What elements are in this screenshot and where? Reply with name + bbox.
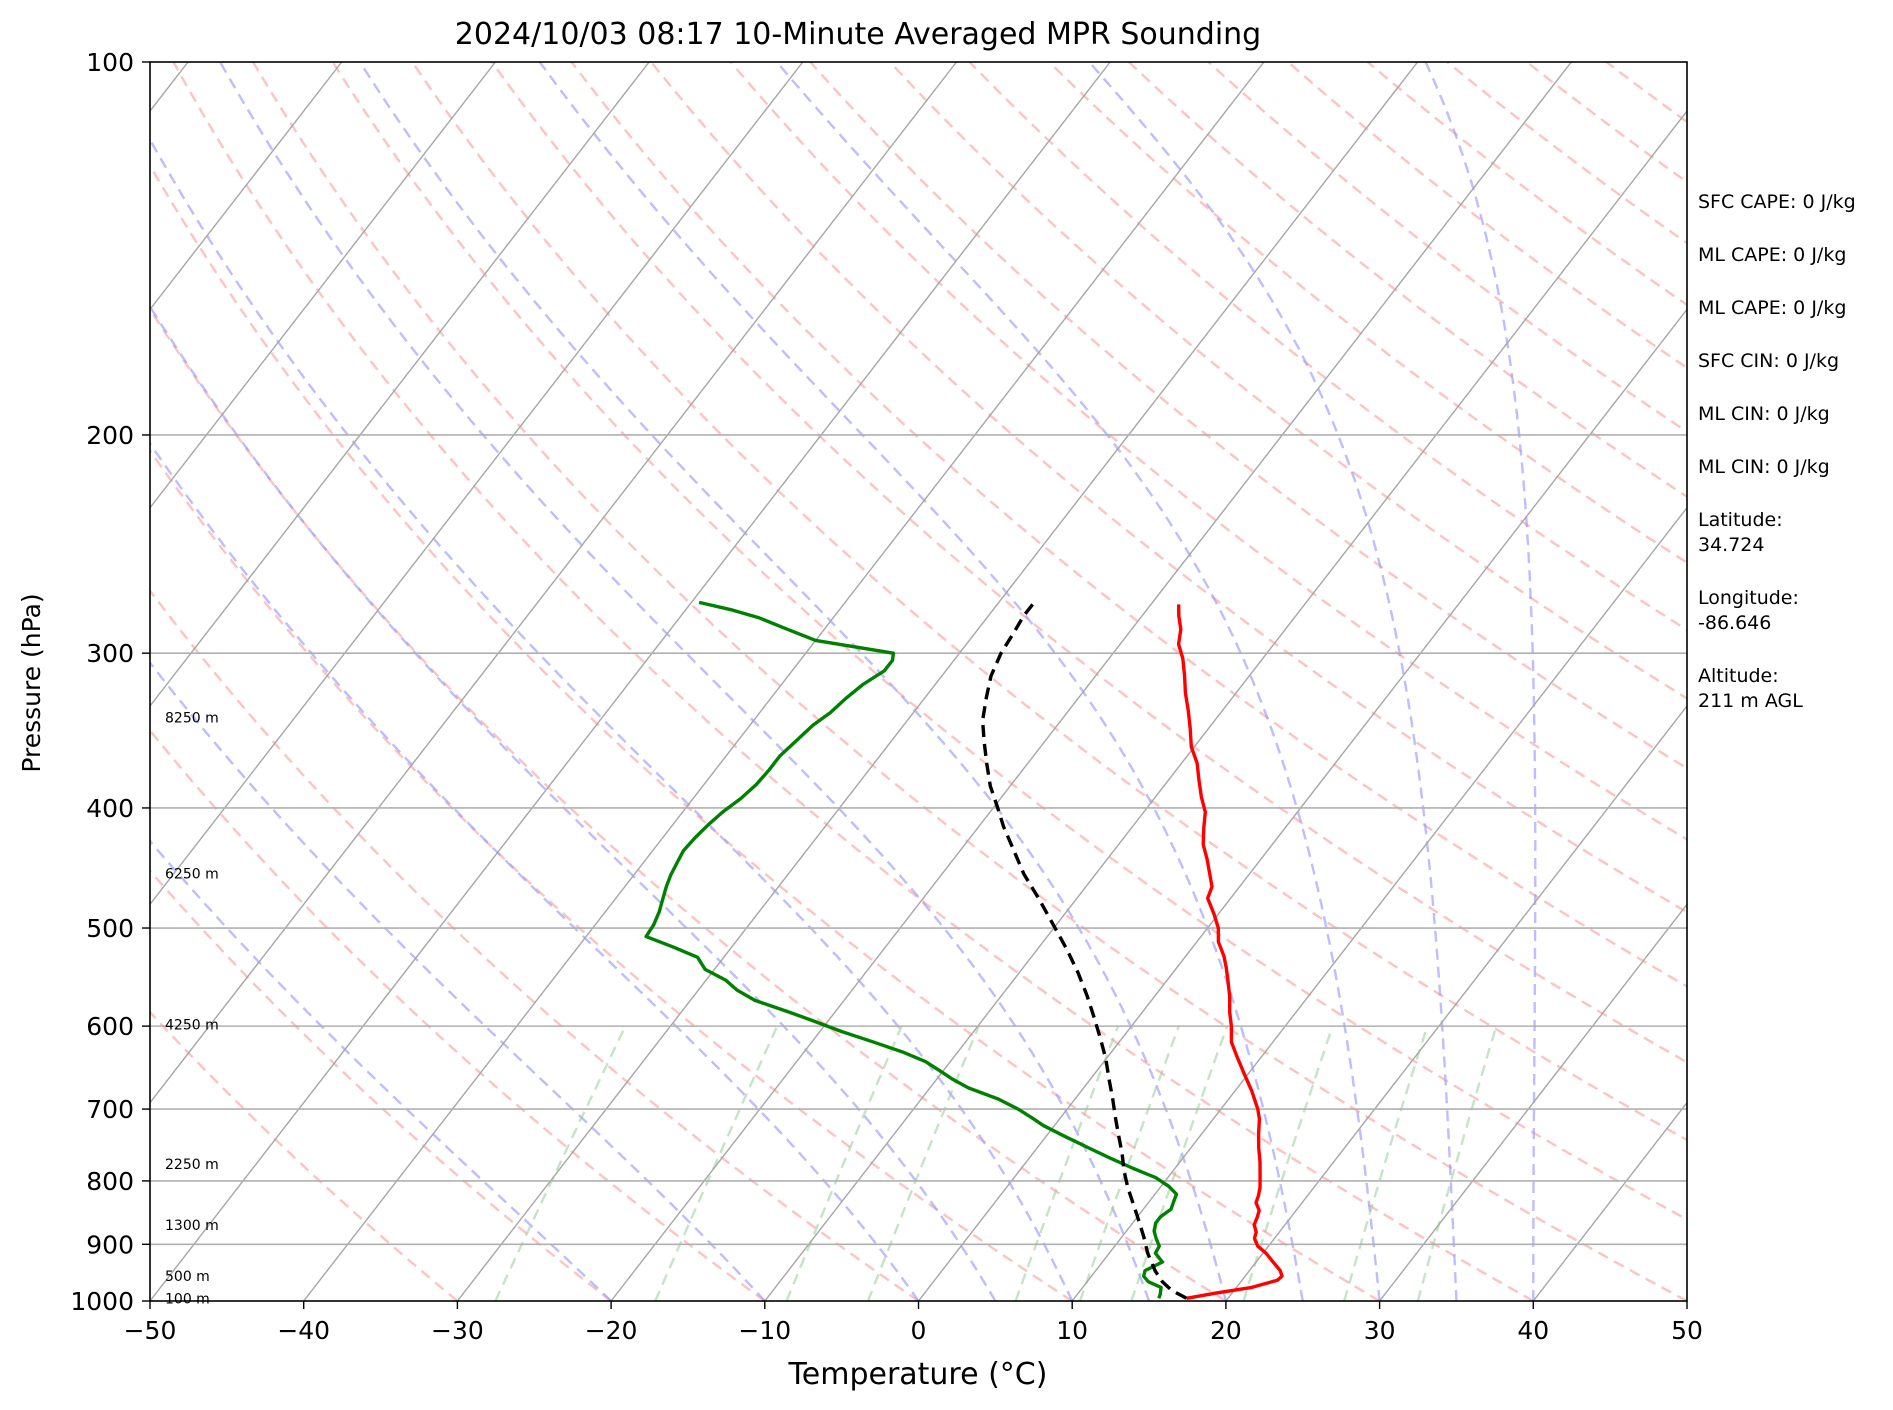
info-label: ML CIN: 0 J/kg (1698, 402, 1888, 427)
height-label: 8250 m (165, 710, 219, 726)
height-label: 2250 m (165, 1157, 219, 1173)
info-value: 34.724 (1698, 533, 1888, 558)
info-item: ML CIN: 0 J/kg (1698, 402, 1888, 427)
y-tick-label: 900 (86, 1230, 134, 1259)
y-tick-label: 1000 (70, 1287, 134, 1316)
info-label: SFC CAPE: 0 J/kg (1698, 190, 1888, 215)
chart-title: 2024/10/03 08:17 10-Minute Averaged MPR … (455, 17, 1261, 52)
info-label: ML CAPE: 0 J/kg (1698, 296, 1888, 321)
info-label: SFC CIN: 0 J/kg (1698, 349, 1888, 374)
info-label: Latitude: (1698, 508, 1888, 533)
info-label: ML CAPE: 0 J/kg (1698, 243, 1888, 268)
info-value: 211 m AGL (1698, 689, 1888, 714)
height-label: 6250 m (165, 867, 219, 883)
y-tick-label: 100 (86, 48, 134, 77)
info-label: Altitude: (1698, 664, 1888, 689)
sounding-info-panel: SFC CAPE: 0 J/kg ML CAPE: 0 J/kg ML CAPE: … (1698, 190, 1888, 742)
x-tick-label: −50 (124, 1316, 177, 1345)
y-tick-label: 500 (86, 914, 134, 943)
x-tick-label: 40 (1517, 1316, 1549, 1345)
info-item: Altitude:211 m AGL (1698, 664, 1888, 714)
x-tick-label: 50 (1671, 1316, 1703, 1345)
info-item: SFC CAPE: 0 J/kg (1698, 190, 1888, 215)
x-tick-label: 10 (1056, 1316, 1088, 1345)
height-label: 500 m (165, 1269, 210, 1285)
x-axis-label: Temperature (°C) (788, 1357, 1048, 1392)
y-tick-label: 300 (86, 639, 134, 668)
info-item: ML CAPE: 0 J/kg (1698, 296, 1888, 321)
info-label: ML CIN: 0 J/kg (1698, 455, 1888, 480)
info-item: ML CAPE: 0 J/kg (1698, 243, 1888, 268)
info-item: ML CIN: 0 J/kg (1698, 455, 1888, 480)
y-tick-label: 600 (86, 1012, 134, 1041)
y-tick-label: 200 (86, 421, 134, 450)
y-axis-label: Pressure (hPa) (17, 593, 46, 772)
x-tick-label: −40 (277, 1316, 330, 1345)
x-tick-label: −10 (738, 1316, 791, 1345)
y-tick-label: 800 (86, 1167, 134, 1196)
info-label: Longitude: (1698, 586, 1888, 611)
info-value: -86.646 (1698, 611, 1888, 636)
x-tick-label: −20 (585, 1316, 638, 1345)
height-label: 100 m (165, 1291, 210, 1307)
info-item: SFC CIN: 0 J/kg (1698, 349, 1888, 374)
x-tick-label: 0 (911, 1316, 927, 1345)
height-label: 1300 m (165, 1218, 219, 1234)
info-item: Latitude:34.724 (1698, 508, 1888, 558)
info-item: Longitude:-86.646 (1698, 586, 1888, 636)
height-label: 4250 m (165, 1017, 219, 1033)
x-tick-label: −30 (431, 1316, 484, 1345)
x-tick-label: 20 (1210, 1316, 1242, 1345)
y-tick-label: 400 (86, 794, 134, 823)
x-tick-label: 30 (1364, 1316, 1396, 1345)
y-tick-label: 700 (86, 1095, 134, 1124)
